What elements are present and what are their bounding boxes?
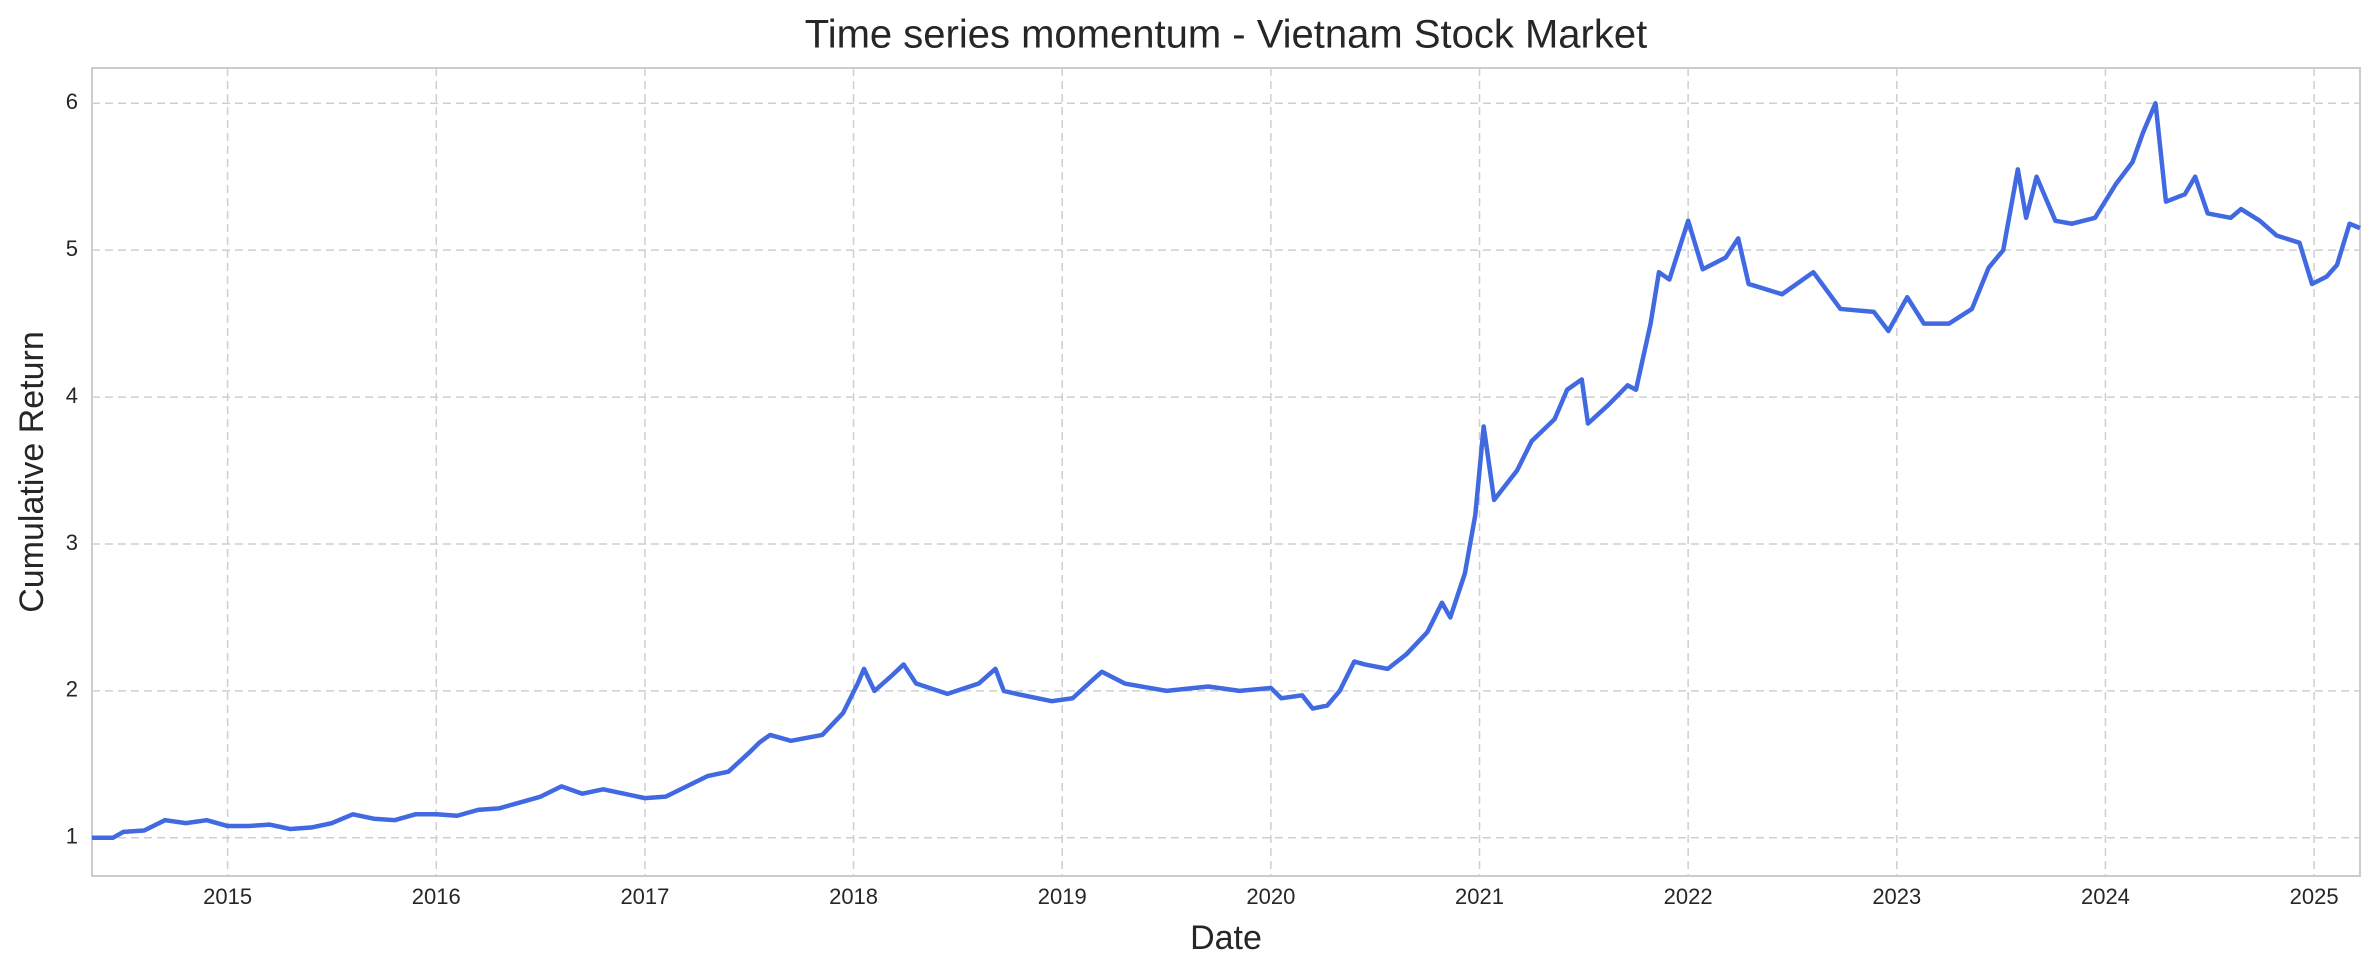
y-tick-label: 4 [66,383,78,408]
plot-frame [91,67,2361,877]
y-tick-label: 2 [66,677,78,702]
x-tick-label: 2025 [2290,884,2339,909]
y-tick-label: 5 [66,236,78,261]
x-tick-label: 2024 [2081,884,2130,909]
y-tick-label: 3 [66,530,78,555]
y-tick-label: 6 [66,89,78,114]
x-tick-label: 2015 [203,884,252,909]
x-tick-label: 2018 [829,884,878,909]
y-tick-label: 1 [66,824,78,849]
x-tick-label: 2023 [1872,884,1921,909]
x-tick-label: 2016 [412,884,461,909]
x-axis-label: Date [1190,919,1262,957]
y-axis-label: Cumulative Return [13,331,51,613]
x-tick-label: 2017 [620,884,669,909]
data-line [92,101,2361,841]
x-tick-label: 2019 [1038,884,1087,909]
x-tick-label: 2022 [1664,884,1713,909]
x-tick-label: 2020 [1246,884,1295,909]
x-tick-label: 2021 [1455,884,1504,909]
chart-title: Time series momentum - Vietnam Stock Mar… [805,13,1647,57]
